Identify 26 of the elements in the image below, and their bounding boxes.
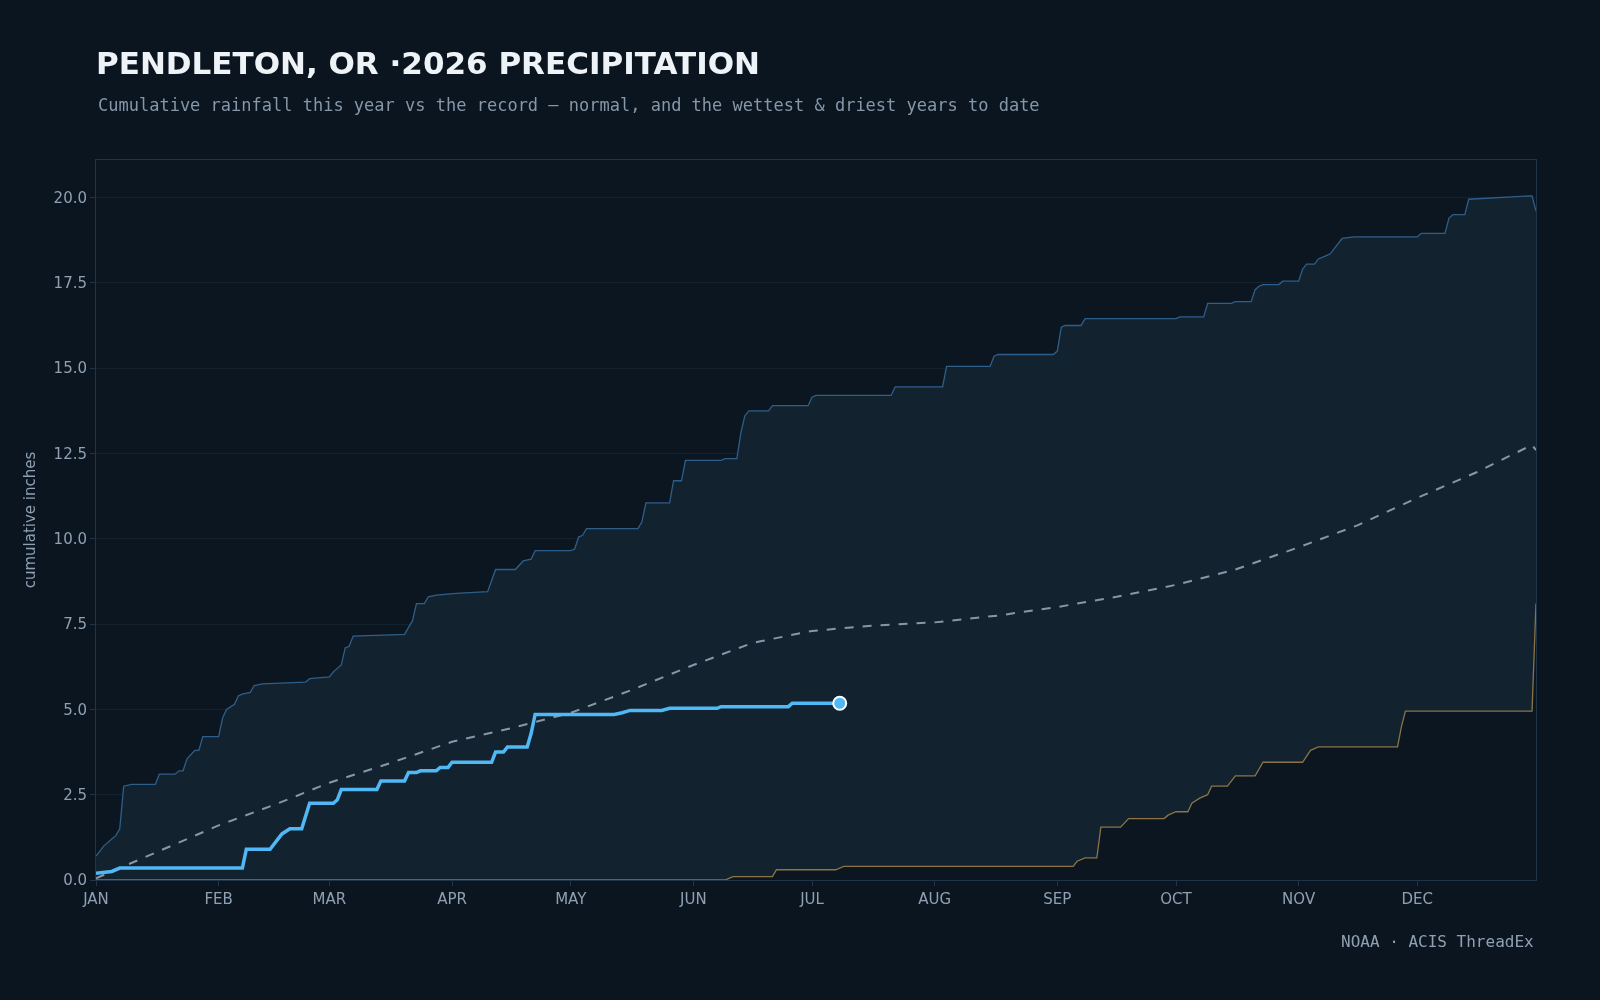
x-tick-label: JAN (82, 890, 109, 908)
y-tick-label: 7.5 (63, 615, 87, 634)
x-tick-label: AUG (918, 890, 952, 908)
x-tick-label: OCT (1160, 890, 1193, 908)
y-tick-label: 0.0 (63, 871, 87, 890)
y-tick-label: 2.5 (63, 785, 87, 804)
x-tick-label: APR (437, 890, 467, 908)
line-series (96, 443, 1536, 880)
text: NOAA · ACIS ThreadEx (1341, 932, 1535, 951)
x-tick-label: DEC (1401, 890, 1434, 908)
y-tick-label: 15.0 (53, 359, 87, 378)
y-tick-label: 12.5 (53, 444, 87, 463)
x-tick-label: JUN (679, 890, 707, 908)
chart-title: PENDLETON, OR ·2026 PRECIPITATION (96, 44, 760, 81)
x-tick-label: MAR (312, 890, 347, 908)
y-tick-label: 10.0 (53, 530, 87, 549)
y-tick-label: 20.0 (53, 188, 87, 207)
x-tick-label: JUL (799, 890, 825, 908)
x-tick-label: NOV (1282, 890, 1316, 908)
x-tick-label: FEB (204, 890, 233, 908)
y-tick-label: 5.0 (63, 700, 87, 719)
chart-subtitle: Cumulative rainfall this year vs the record — normal, and the wettest & driest years to date (98, 95, 1040, 115)
y-axis-title: cumulative inches (20, 451, 39, 589)
y-tick-label: 17.5 (53, 274, 87, 293)
x-tick-label: MAY (555, 890, 588, 908)
x-tick-label: SEP (1043, 890, 1072, 908)
